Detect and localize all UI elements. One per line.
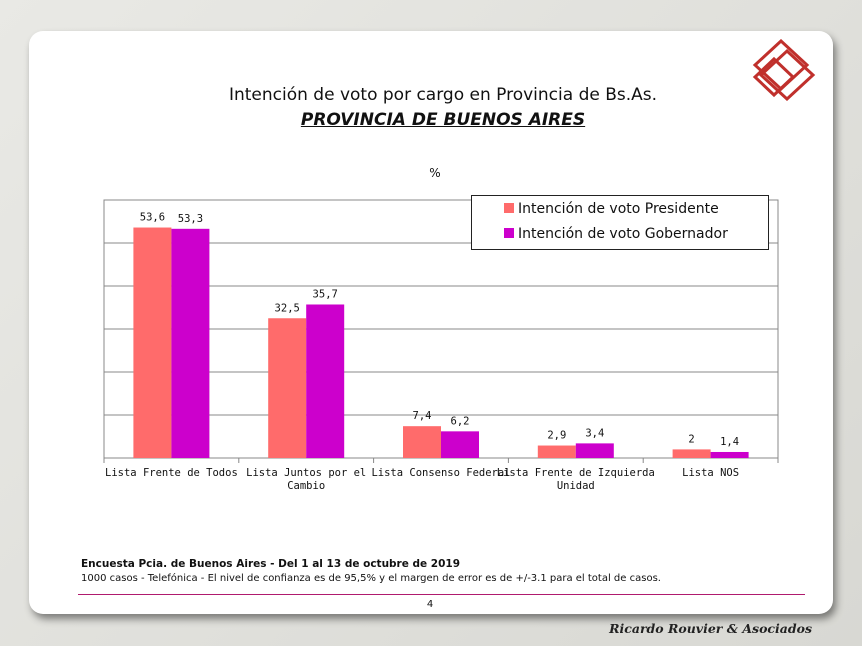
bar-gobernador: [710, 451, 749, 458]
data-label: 6,2: [451, 415, 470, 427]
bar-presidente: [133, 227, 172, 458]
bar-presidente: [403, 426, 441, 458]
page-number: 4: [426, 599, 434, 610]
survey-note: 1000 casos - Telefónica - El nivel de co…: [81, 573, 661, 584]
survey-info: Encuesta Pcia. de Buenos Aires - Del 1 a…: [81, 558, 461, 570]
data-label: 2,9: [547, 430, 566, 442]
data-label: 1,4: [720, 436, 739, 448]
legend-swatch-presidente: [504, 203, 514, 213]
bar-presidente: [672, 449, 711, 458]
category-label: Cambio: [287, 480, 325, 492]
data-label: 3,4: [585, 427, 604, 439]
bar-gobernador: [441, 431, 479, 458]
bar-gobernador: [575, 443, 614, 458]
category-label: Lista NOS: [682, 467, 739, 479]
data-label: 7,4: [413, 410, 432, 422]
chart-title: Intención de voto por cargo en Provincia…: [228, 85, 658, 105]
category-label: Unidad: [557, 480, 595, 492]
brand-signature: Ricardo Rouvier & Asociados: [609, 621, 812, 636]
chart-legend: Intención de voto Presidente Intención d…: [471, 195, 769, 250]
chart-subtitle: PROVINCIA DE BUENOS AIRES: [300, 110, 586, 130]
category-label: Lista Frente de Izquierda: [497, 467, 655, 479]
bar-gobernador: [171, 228, 210, 458]
category-label: Lista Juntos por el: [246, 467, 366, 479]
legend-swatch-gobernador: [504, 228, 514, 238]
data-label: 53,6: [140, 212, 165, 224]
footer-divider: [78, 594, 805, 595]
category-label: Lista Consenso Federal: [371, 467, 510, 479]
bar-presidente: [268, 318, 307, 458]
data-label: 2: [688, 433, 694, 445]
data-label: 32,5: [275, 302, 300, 314]
legend-label-gobernador: Intención de voto Gobernador: [518, 226, 728, 242]
unit-label: %: [429, 166, 441, 180]
data-label: 53,3: [178, 213, 203, 225]
bar-gobernador: [306, 304, 345, 458]
legend-item-gobernador: Intención de voto Gobernador: [504, 226, 728, 242]
company-logo-icon: [752, 39, 816, 101]
legend-item-presidente: Intención de voto Presidente: [504, 201, 719, 217]
data-label: 35,7: [313, 288, 338, 300]
legend-label-presidente: Intención de voto Presidente: [518, 201, 719, 217]
bar-presidente: [537, 445, 576, 458]
category-label: Lista Frente de Todos: [105, 467, 238, 479]
